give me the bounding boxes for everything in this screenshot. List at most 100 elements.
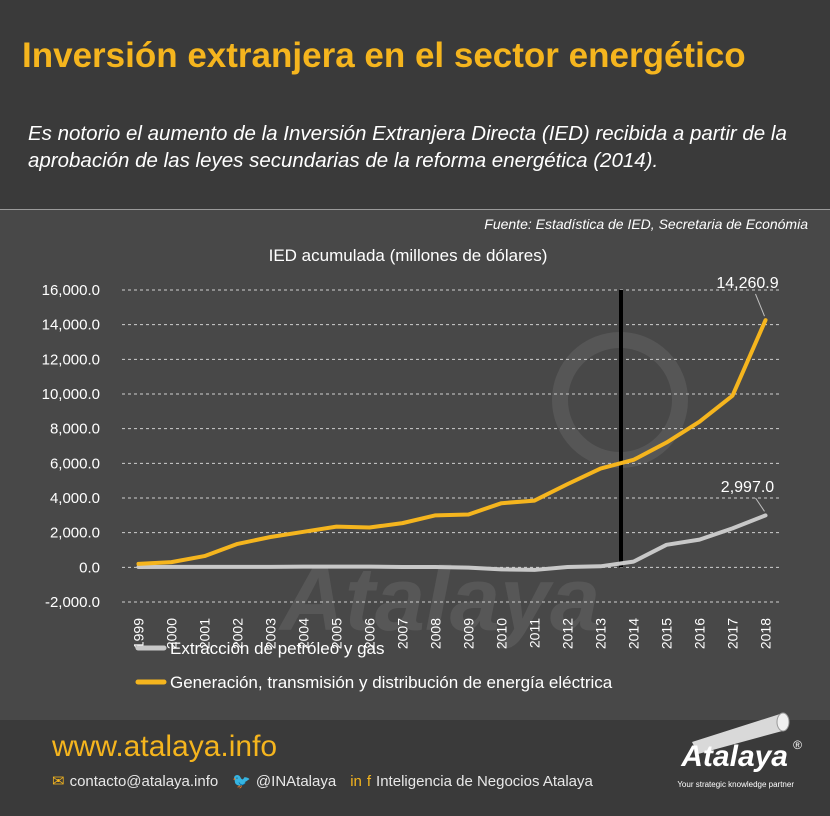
website-link[interactable]: www.atalaya.info — [52, 730, 278, 763]
data-point — [500, 568, 503, 571]
data-point — [137, 562, 140, 565]
x-tick-label: 2003 — [263, 618, 279, 649]
y-tick-label: 2,000.0 — [50, 525, 100, 542]
legend: Extracción de petróleo y gas Generación, … — [135, 639, 613, 692]
legend-label: Extracción de petróleo y gas — [170, 639, 385, 658]
x-tick-label: 2012 — [560, 618, 576, 649]
y-tick-label: 8,000.0 — [50, 421, 100, 438]
x-tick-label: 2016 — [692, 618, 708, 649]
data-point — [368, 526, 371, 529]
data-point — [764, 514, 767, 517]
twitter-icon: 🐦 — [232, 773, 251, 790]
envelope-icon: ✉ — [52, 773, 65, 790]
contact-row: ✉ contacto@atalaya.info 🐦 @INAtalaya in … — [52, 772, 607, 791]
x-tick-label: 2014 — [626, 618, 642, 649]
y-tick-label: 6,000.0 — [50, 455, 100, 472]
data-point — [665, 441, 668, 444]
data-labels: 2,997.0 14,260.9 — [716, 275, 779, 512]
x-tick-label: 2007 — [395, 618, 411, 649]
registered-mark: ® — [793, 738, 802, 752]
data-point — [269, 565, 272, 568]
data-point — [599, 565, 602, 568]
data-point — [632, 458, 635, 461]
atalaya-logo — [692, 712, 790, 754]
twitter-handle[interactable]: @INAtalaya — [255, 772, 337, 790]
logo-name: Atalaya — [681, 740, 788, 773]
x-tick-label: 2001 — [197, 618, 213, 649]
data-point — [698, 420, 701, 423]
header: Inversión extranjera en el sector energé… — [0, 0, 830, 210]
data-point — [434, 514, 437, 517]
data-point — [203, 565, 206, 568]
data-point — [731, 394, 734, 397]
x-tick-label: 2010 — [494, 618, 510, 649]
x-tick-label: 2005 — [329, 618, 345, 649]
page-subtitle: Es notorio el aumento de la Inversión Ex… — [28, 122, 787, 172]
series-line-1 — [136, 318, 768, 566]
data-point — [632, 560, 635, 563]
y-axis: -2,000.0 0.0 2,000.0 4,000.0 6,000.0 8,000.0 1… — [42, 282, 100, 611]
y-tick-label: 4,000.0 — [50, 490, 100, 507]
y-tick-label: 12,000.0 — [42, 351, 100, 368]
data-point — [335, 525, 338, 528]
chart: Atalaya -2,000.00.02,000.04,000.06,000.0… — [42, 246, 782, 692]
x-tick-label: 2009 — [461, 618, 477, 649]
telescope-icon — [692, 712, 790, 754]
facebook-icon[interactable]: f — [366, 772, 372, 790]
data-point — [434, 565, 437, 568]
data-point — [467, 566, 470, 569]
data-point — [368, 565, 371, 568]
data-point — [533, 568, 536, 571]
y-tick-label: 14,000.0 — [42, 317, 100, 334]
legend-label: Generación, transmisión y distribución d… — [170, 673, 613, 692]
series-line-0 — [136, 513, 768, 572]
chart-panel — [0, 210, 830, 720]
x-tick-label: 1999 — [131, 618, 147, 649]
data-point — [665, 543, 668, 546]
chart-title: IED acumulada (millones de dólares) — [269, 246, 548, 265]
data-point — [500, 502, 503, 505]
data-point — [335, 565, 338, 568]
x-tick-label: 2006 — [362, 618, 378, 649]
email-link[interactable]: contacto@atalaya.info — [69, 772, 219, 790]
x-tick-label: 2017 — [725, 618, 741, 649]
x-tick-label: 2018 — [758, 618, 774, 649]
data-point — [203, 555, 206, 558]
x-tick-label: 2000 — [164, 618, 180, 649]
label-leader — [755, 497, 765, 512]
end-value-label: 14,260.9 — [716, 275, 778, 292]
data-point — [302, 530, 305, 533]
data-point — [731, 527, 734, 530]
end-value-label: 2,997.0 — [721, 479, 774, 496]
x-tick-label: 2015 — [659, 618, 675, 649]
data-point — [566, 483, 569, 486]
data-point — [236, 542, 239, 545]
x-axis: 1999 2000 2001 2002 2003 2004 2005 2006 2007 2008… — [131, 618, 774, 649]
y-tick-label: 10,000.0 — [42, 386, 100, 403]
series-lines — [136, 318, 768, 572]
y-tick-label: 16,000.0 — [42, 282, 100, 299]
data-point — [170, 565, 173, 568]
x-tick-label: 2013 — [593, 618, 609, 649]
page-title: Inversión extranjera en el sector energé… — [22, 36, 746, 75]
x-tick-label: 2004 — [296, 618, 312, 649]
data-point — [533, 499, 536, 502]
data-point — [764, 319, 767, 322]
divider — [0, 209, 830, 210]
data-point — [599, 467, 602, 470]
logo-tagline: Your strategic knowledge partner — [677, 780, 794, 789]
x-tick-label: 2011 — [527, 618, 543, 648]
linkedin-icon[interactable]: in — [350, 772, 362, 790]
label-leader — [755, 293, 765, 317]
social-name: Inteligencia de Negocios Atalaya — [376, 772, 593, 790]
data-point — [401, 565, 404, 568]
data-point — [698, 538, 701, 541]
footer — [0, 720, 830, 816]
data-point — [401, 522, 404, 525]
y-tick-label: 0.0 — [79, 559, 100, 576]
data-point — [170, 561, 173, 564]
data-point — [137, 565, 140, 568]
x-tick-label: 2002 — [230, 618, 246, 649]
data-point — [467, 513, 470, 516]
source-note: Fuente: Estadística de IED, Secretaria d… — [484, 216, 808, 232]
